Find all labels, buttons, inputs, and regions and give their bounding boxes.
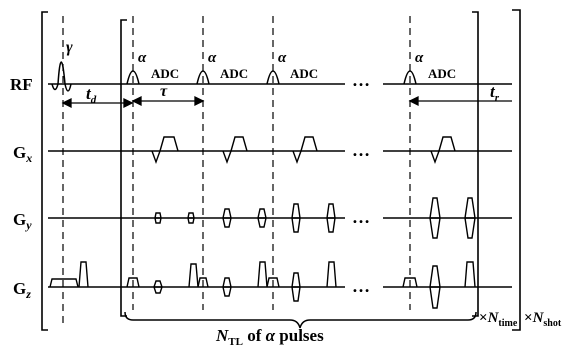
rf-excitation-pulse [51, 61, 72, 92]
gz-dots: … [352, 276, 370, 296]
gx-prephase-n [430, 150, 440, 165]
bottom-brace [124, 311, 477, 329]
gy-pe-nb [464, 197, 476, 239]
adc-label-3: ADC [290, 66, 318, 81]
gx-row-label: Gx [13, 143, 32, 165]
gz-pe-n [429, 265, 441, 309]
adc-label-1: ADC [151, 66, 179, 81]
gx-readout-n [438, 136, 456, 152]
alpha-pulse-2 [196, 70, 210, 85]
gz-spoil-3 [326, 261, 337, 288]
gz-spoil-1 [188, 263, 199, 288]
gz-pe-2 [222, 277, 232, 297]
gy-pe-3a [291, 203, 301, 233]
gy-pe-1a [154, 212, 162, 224]
alpha-label-1: α [138, 50, 147, 66]
gz-row-label: Gz [13, 279, 31, 301]
alpha-label-n: α [415, 50, 424, 66]
gz-alpha-slice-n [402, 277, 418, 288]
baselines [48, 83, 512, 288]
gy-pe-na [429, 197, 441, 239]
rf-row-label: RF [10, 75, 33, 94]
td-label: td [86, 84, 97, 106]
gz-pe-3 [291, 272, 301, 302]
gz-slice-select [49, 278, 79, 288]
alpha-label-2: α [208, 50, 217, 66]
adc-labels: ADC ADC ADC ADC [151, 66, 456, 81]
tau-arrow [131, 95, 205, 107]
tau-label: τ [160, 83, 168, 100]
outer-bracket-right [512, 9, 521, 331]
alpha-label-3: α [278, 50, 287, 66]
gx-prephase-2 [222, 150, 232, 165]
rf-dots: … [352, 70, 370, 90]
gy-pe-2a [222, 208, 232, 228]
gz-alpha-slice-3 [266, 277, 280, 288]
gx-prephase-3 [292, 150, 302, 165]
gx-readout-2 [230, 136, 248, 152]
gx-prephase-1 [151, 150, 161, 165]
gx-gradient-lobes [151, 136, 456, 165]
td-arrow [61, 97, 134, 109]
tr-label: tr [490, 82, 500, 104]
gy-pe-3b [326, 203, 336, 233]
rf-alpha-pulses [126, 70, 417, 85]
gy-pe-2b [257, 208, 267, 228]
outer-bracket-left [41, 11, 48, 331]
gz-gradient-lobes [49, 261, 476, 309]
gz-pe-1 [153, 280, 163, 294]
gy-dots: … [352, 207, 370, 227]
gy-row-label: Gy [13, 210, 32, 232]
gz-spoil-n [464, 261, 476, 288]
gx-dots: … [352, 140, 370, 160]
gx-readout-1 [159, 136, 179, 152]
gz-spoiler [78, 261, 89, 288]
repeat-ntime-label: ×Ntime [479, 310, 518, 329]
gy-pe-1b [187, 212, 195, 224]
gz-alpha-slice-1 [126, 277, 140, 288]
repeat-nshot-label: ×Nshot [524, 310, 562, 329]
alpha-pulse-3 [266, 70, 280, 85]
gx-readout-3 [300, 136, 318, 152]
inner-bracket-left [120, 19, 127, 317]
gz-spoil-2 [257, 261, 268, 288]
alpha-labels: α α α α [138, 50, 424, 66]
alpha-pulse-n [403, 70, 417, 85]
gamma-label: γ [66, 39, 73, 56]
inner-bracket-right [472, 11, 479, 317]
dashed-timing-lines [62, 16, 411, 326]
alpha-pulse-1 [126, 70, 140, 85]
tr-arrow [408, 95, 512, 107]
brace-label: NTL of α pulses [215, 326, 324, 346]
gz-alpha-slice-2 [197, 277, 209, 288]
adc-label-2: ADC [220, 66, 248, 81]
gy-gradient-lobes [154, 197, 476, 239]
adc-label-n: ADC [428, 66, 456, 81]
